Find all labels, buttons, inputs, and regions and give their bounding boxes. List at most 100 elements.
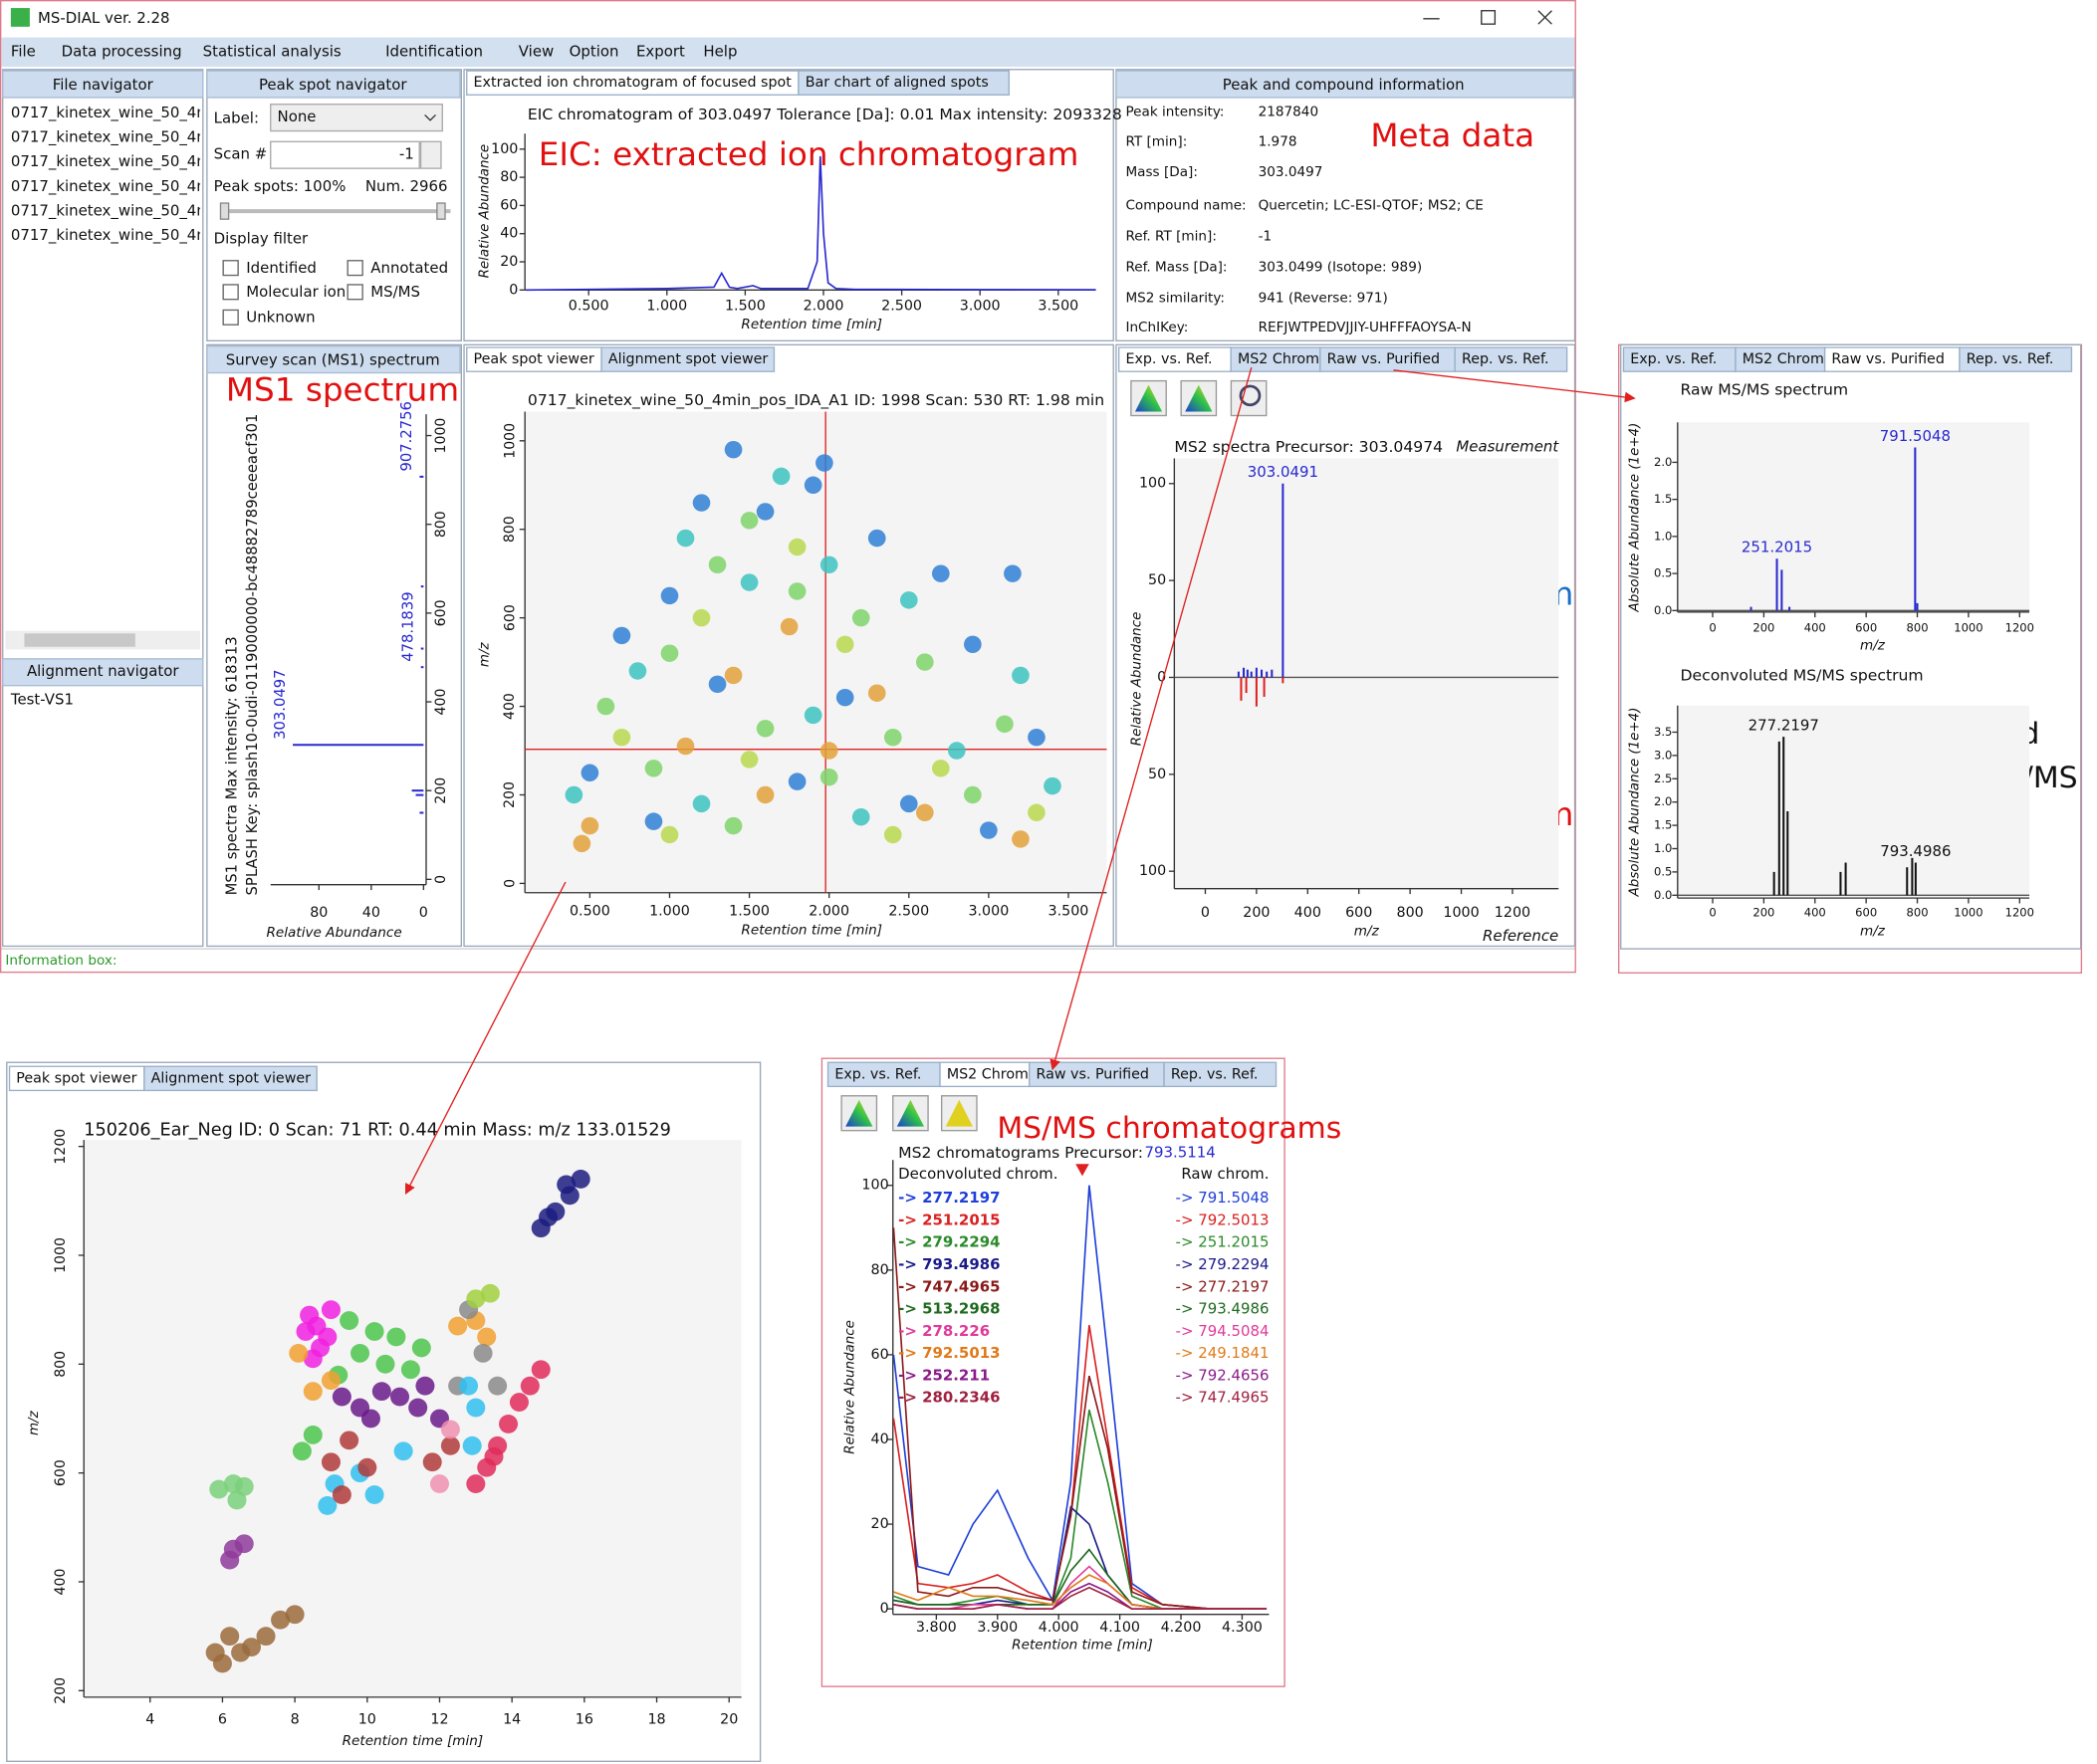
peak-count: Num. 2966 [365,177,448,195]
point [393,1441,413,1461]
tab[interactable] [466,70,800,96]
tab[interactable] [1117,346,1232,372]
chart: 3.800 3.900 4.000 4.100 4.200 4.300 0 20 40 60 80 1… [841,1144,1269,1654]
window-controls[interactable] [1423,10,1552,25]
tab[interactable] [798,70,1011,96]
point [448,1316,468,1336]
x-tick-label: 14 [503,1712,521,1728]
alignment-item[interactable]: Test-VS1 [10,690,74,708]
tab[interactable] [1454,346,1568,372]
x-tick-label: 1.500 [729,904,770,920]
tab[interactable] [466,346,602,372]
tab[interactable] [1230,346,1321,372]
point [220,1627,240,1647]
chart-title: MS1 spectra Max intensity: 618313 [223,636,241,895]
file-item[interactable]: 0717_kinetex_wine_50_4min_ [11,128,233,146]
menu-item[interactable]: View [519,42,554,60]
tab[interactable] [8,1065,145,1092]
legend-entry: -> 251.2015 [898,1211,1000,1228]
point [708,675,727,694]
x-tick-label: 3.500 [1038,298,1078,314]
menu-item[interactable]: Option [570,42,619,60]
point [538,1208,559,1227]
point [660,586,679,605]
chart-title: 150206_Ear_Neg ID: 0 Scan: 71 RT: 0.44 m… [84,1121,671,1141]
toolbar [840,1095,978,1132]
tab[interactable] [143,1065,318,1092]
x-tick-label: 1000 [1954,905,1982,919]
x-tick-label: 80 [310,905,328,921]
point [400,1360,420,1380]
x-tick-label: 400 [1294,905,1321,921]
checkbox[interactable] [347,284,363,301]
x-axis-label: Retention time [min] [1012,1638,1153,1654]
tab[interactable] [826,1061,941,1088]
point [851,608,870,627]
file-item[interactable]: 0717_kinetex_wine_50_4min_ [11,201,233,219]
tab[interactable] [1959,346,2073,372]
scroll-thumb[interactable] [24,633,135,647]
info-value: 303.0497 [1259,164,1323,180]
slider-thumb[interactable] [436,202,446,220]
file-item[interactable]: 0717_kinetex_wine_50_4min_ [11,226,233,244]
point [816,454,833,472]
y-tick-label: 0 [880,1601,889,1617]
point [835,635,854,654]
menu-item[interactable]: Statistical analysis [203,42,342,60]
info-value: -1 [1259,229,1273,245]
point [883,825,902,844]
y-tick-label: 50 [1148,767,1166,782]
file-item[interactable]: 0717_kinetex_wine_50_4min_ [11,177,233,195]
tab[interactable] [1735,346,1826,372]
tab-label: Exp. vs. Ref. [1125,351,1212,367]
note: Reference [1483,927,1558,945]
tab[interactable] [600,346,776,372]
scan-spinner[interactable] [419,140,442,169]
x-tick-label: 400 [1804,620,1826,634]
point [1028,803,1046,821]
point [429,1474,449,1493]
x-tick-label: 800 [1907,620,1929,634]
menu-item[interactable]: Data processing [62,42,182,60]
panel-title: Survey scan (MS1) spectrum [226,351,440,369]
menu-item[interactable]: File [11,42,36,60]
point [692,608,711,627]
x-tick-label: 4.300 [1222,1620,1263,1636]
file-item[interactable]: 0717_kinetex_wine_50_4min_ [11,152,233,170]
slider-thumb[interactable] [219,202,230,220]
point [676,529,695,548]
info-value: REFJWTPEDVJJIY-UHFFFAOYSA-N [1259,320,1472,335]
point [422,1452,442,1472]
checkbox[interactable] [222,309,239,326]
tab[interactable] [1622,346,1737,372]
label-combo[interactable] [270,104,443,132]
checkbox[interactable] [347,260,363,277]
scan-input[interactable] [270,140,420,169]
tab[interactable] [1319,346,1456,372]
label-caption: Label: [214,110,259,127]
app-icon [10,8,30,27]
menu-item[interactable]: Export [636,42,685,60]
file-item[interactable]: 0717_kinetex_wine_50_4min_ [11,104,233,121]
legend-entry: -> 280.2346 [898,1389,1000,1407]
info-label: InChIKey: [1125,320,1188,335]
y-tick-label: 20 [871,1516,889,1532]
filters: Identified Annotated Molecular ion MS/MS Unk… [222,259,448,326]
chrom-panel [820,1057,1285,1687]
chart-title: EIC chromatogram of 303.0497 Tolerance [… [528,106,1122,123]
menu-item[interactable]: Identification [385,42,483,60]
y-axis-label: Absolute Abundance (1e+4) [1626,708,1642,898]
y-tick-label: 0.5 [1654,566,1672,580]
tab[interactable] [1823,346,1961,372]
checkbox[interactable] [222,260,239,277]
point [644,812,663,830]
point [756,785,775,804]
tab[interactable] [1163,1061,1278,1088]
point [303,1425,323,1444]
menu-item[interactable]: Help [703,42,737,60]
file-list: 0717_kinetex_wine_50_4min_ 0717_kinetex_w… [11,104,233,244]
legend-entry: -> 793.4986 [898,1255,1000,1273]
checkbox[interactable] [222,284,239,301]
point [804,706,822,725]
